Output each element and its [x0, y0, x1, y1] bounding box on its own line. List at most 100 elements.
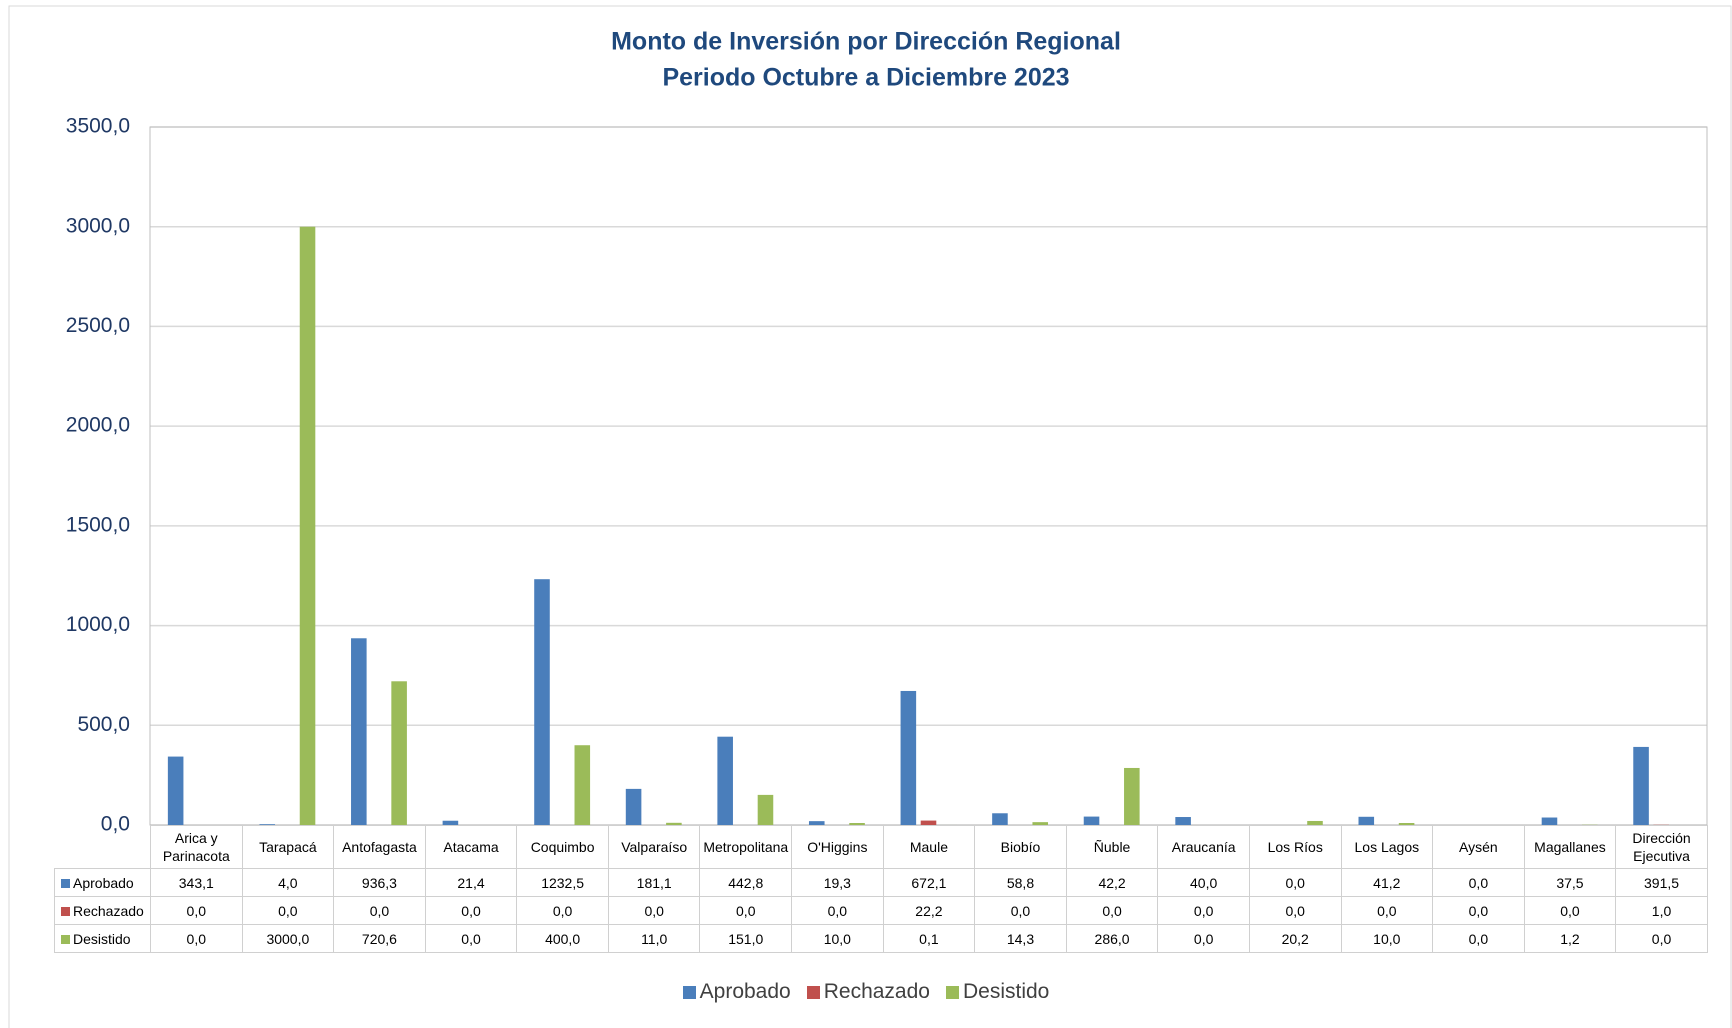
bar — [1032, 822, 1049, 825]
table-value: 181,1 — [607, 868, 701, 897]
table-row: Aprobado 343,1 4,0 936,3 21,4 1232,5 181,1 442,… — [54, 868, 1708, 897]
bar — [1358, 816, 1375, 825]
y-tick-label: 0,0 — [101, 813, 130, 836]
legend-label: Rechazado — [823, 980, 930, 1003]
bar — [1633, 746, 1649, 825]
table-value: 11,0 — [607, 924, 701, 953]
table-value: 0,0 — [974, 896, 1067, 925]
table-value: 0,0 — [241, 896, 335, 925]
x-tick-label: Biobío — [974, 825, 1067, 869]
y-tick-label: 2000,0 — [66, 414, 130, 437]
chart-title: Monto de Inversión por Dirección Regiona… — [611, 28, 1121, 56]
table-value: 37,5 — [1523, 868, 1617, 897]
table-value: 21,4 — [424, 868, 518, 897]
table-value: 0,0 — [1065, 896, 1159, 925]
table-value: 4,0 — [241, 868, 335, 897]
table-value: 20,2 — [1248, 924, 1342, 953]
table-value: 1232,5 — [516, 868, 609, 897]
legend-swatch — [682, 985, 696, 999]
bar — [167, 756, 184, 825]
x-tick-label: Los Ríos — [1248, 825, 1342, 869]
table-value: 0,0 — [791, 896, 884, 925]
bar — [849, 823, 865, 825]
table-value: 1,2 — [1523, 924, 1617, 953]
table-value: 0,0 — [1432, 868, 1525, 897]
table-value: 0,0 — [333, 896, 426, 925]
x-tick-label: O'Higgins — [791, 825, 884, 869]
bar — [574, 745, 591, 825]
table-value: 1,0 — [1615, 896, 1708, 925]
legend-swatch — [806, 985, 820, 999]
legend: Aprobado Rechazado Desistido — [0, 980, 1732, 1004]
table-value: 22,2 — [882, 896, 976, 925]
corner-cell — [55, 826, 151, 869]
table-value: 0,0 — [424, 896, 518, 925]
bar — [1124, 767, 1140, 825]
table-value: 19,3 — [791, 868, 884, 897]
table-value: 0,0 — [1615, 924, 1708, 953]
table-value: 0,0 — [150, 924, 243, 953]
table-value: 10,0 — [791, 924, 884, 953]
y-tick-label: 1500,0 — [66, 513, 130, 536]
table-value: 286,0 — [1065, 924, 1159, 953]
table-value: 3000,0 — [241, 924, 335, 953]
table-value: 400,0 — [516, 924, 609, 953]
table-value: 14,3 — [974, 924, 1067, 953]
legend-swatch — [61, 907, 70, 917]
x-tick-label: Metropolitana — [699, 825, 793, 869]
row-header: Rechazado — [54, 896, 151, 925]
bar — [717, 736, 733, 825]
bar — [1307, 820, 1323, 825]
table-value: 0,0 — [699, 896, 793, 925]
table-row: Rechazado 0,0 0,0 0,0 0,0 0,0 0,0 0,0 0,0 22,2 0,0… — [54, 896, 1708, 925]
table-row: Desistido 0,0 3000,0 720,6 0,0 400,0 11,0 151,0… — [54, 924, 1708, 953]
x-tick-label: Coquimbo — [516, 825, 609, 869]
bar — [900, 690, 917, 825]
bar — [299, 226, 316, 825]
bar — [534, 579, 550, 825]
legend-item: Rechazado — [806, 980, 930, 1003]
table-value: 0,0 — [1432, 924, 1525, 953]
data-table: Arica y Parinacota Tarapacá Antofagasta Ata… — [54, 825, 1708, 953]
legend-item: Desistido — [945, 980, 1050, 1003]
y-tick-label: 3500,0 — [66, 115, 130, 138]
table-value: 0,0 — [1523, 896, 1617, 925]
table-header-row: Arica y Parinacota Tarapacá Antofagasta Ata… — [55, 825, 1708, 869]
table-value: 0,0 — [1157, 896, 1250, 925]
bar — [808, 821, 825, 825]
table-value: 58,8 — [974, 868, 1067, 897]
legend-swatch — [61, 935, 70, 945]
table-value: 10,0 — [1340, 924, 1434, 953]
y-tick-label: 1000,0 — [66, 613, 130, 636]
table-value: 0,0 — [607, 896, 701, 925]
x-tick-label: Dirección Ejecutiva — [1615, 825, 1708, 869]
legend-label: Desistido — [962, 980, 1050, 1003]
x-tick-label: Los Lagos — [1340, 825, 1434, 869]
bar — [625, 788, 642, 825]
legend-swatch — [945, 985, 959, 999]
table-value: 936,3 — [333, 868, 426, 897]
bar — [1175, 817, 1191, 825]
table-value: 40,0 — [1157, 868, 1250, 897]
x-tick-label: Ñuble — [1065, 825, 1159, 869]
legend-swatch — [61, 879, 70, 889]
bar — [1083, 816, 1100, 825]
table-value: 0,0 — [516, 896, 609, 925]
table-value: 0,0 — [1248, 868, 1342, 897]
x-tick-label: Magallanes — [1523, 825, 1617, 869]
table-value: 391,5 — [1615, 868, 1708, 897]
x-tick-label: Valparaíso — [607, 825, 701, 869]
chart-subtitle: Periodo Octubre a Diciembre 2023 — [662, 64, 1069, 92]
bar — [920, 820, 937, 825]
table-value: 0,0 — [1340, 896, 1434, 925]
y-tick-label: 3000,0 — [66, 214, 130, 237]
bar — [442, 820, 459, 825]
row-header-label: Rechazado — [73, 902, 144, 919]
x-tick-label: Aysén — [1432, 825, 1525, 869]
bar — [351, 638, 367, 825]
table-value: 343,1 — [150, 868, 243, 897]
x-tick-label: Maule — [882, 825, 976, 869]
x-tick-label: Arica y Parinacota — [150, 825, 243, 869]
table-value: 42,2 — [1065, 868, 1159, 897]
